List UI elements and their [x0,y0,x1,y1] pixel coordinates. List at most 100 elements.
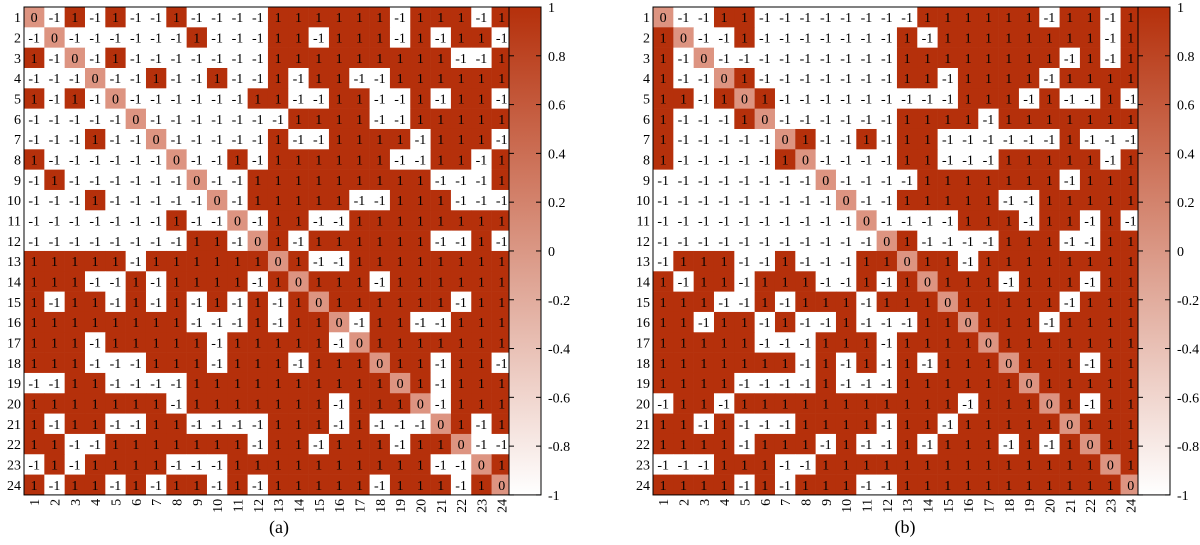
cell-value-label: 1 [498,296,505,311]
heatmap-cell [44,230,65,252]
heatmap-cell [1079,47,1101,69]
cell-value-label: 1 [458,316,465,331]
heatmap-cell [653,88,674,109]
heatmap-cell [754,230,776,252]
heatmap-cell [24,47,45,69]
cell-value-label: 1 [295,113,302,128]
cell-value-label: 1 [904,275,911,290]
heatmap-cell [166,250,187,272]
heatmap-cell [896,230,918,252]
heatmap-cell [247,128,269,150]
heatmap-cell [774,250,796,272]
cell-value-label: 1 [498,153,505,168]
cell-value-label: 0 [275,255,282,270]
cell-value-label: -1 [130,377,142,392]
cell-value-label: -1 [110,357,122,372]
cell-value-label: 1 [1127,235,1134,250]
heatmap-cell [471,372,492,394]
cell-value-label: -1 [861,235,873,250]
heatmap-cell [125,352,147,374]
cell-value-label: 1 [92,133,99,148]
heatmap-cell [917,169,938,191]
cell-value-label: 1 [254,397,261,412]
cell-value-label: -1 [435,316,447,331]
cell-value-label: -1 [150,174,162,189]
heatmap-cell [673,210,694,231]
cell-value-label: -1 [28,235,40,250]
cell-value-label: -1 [840,214,852,229]
cell-value-label: -1 [840,11,852,26]
cell-value-label: 1 [1107,377,1114,392]
cell-value-label: 0 [1005,357,1012,372]
cell-value-label: 0 [1087,438,1094,453]
cell-value-label: -1 [252,133,264,148]
cell-value-label: 1 [1046,458,1053,473]
heatmap-cell [44,291,65,313]
heatmap-cell [145,27,167,48]
heatmap-cell [754,149,776,170]
cell-value-label: -1 [1023,194,1035,209]
cell-value-label: -1 [901,316,913,331]
heatmap-cell [1100,67,1121,89]
cell-value-label: 1 [417,214,424,229]
cell-value-label: 1 [356,255,363,270]
heatmap-cell [125,311,147,333]
heatmap-cell [24,433,45,455]
cell-value-label: 0 [883,235,890,250]
cell-value-label: 1 [234,336,241,351]
cell-value-label: 1 [1066,458,1073,473]
cell-value-label: 1 [275,438,282,453]
cell-value-label: 1 [92,316,99,331]
heatmap-cell [308,332,330,353]
cell-value-label: 1 [1066,255,1073,270]
heatmap-cell [166,169,187,191]
heatmap-cell [653,230,674,252]
heatmap-cell [206,210,228,231]
heatmap-cell [1120,149,1142,170]
cell-value-label: 1 [802,296,809,311]
cell-value-label: -1 [496,92,508,107]
heatmap-cell [247,291,269,313]
heatmap-cell [471,433,492,455]
cell-value-label: 1 [234,438,241,453]
cell-value-label: 1 [295,316,302,331]
cell-value-label: -1 [374,72,386,87]
cell-value-label: -1 [272,296,284,311]
cell-value-label: 1 [1107,296,1114,311]
cell-value-label: -1 [69,31,81,46]
cell-value-label: 0 [153,133,160,148]
heatmap-cell [308,27,330,48]
heatmap-cell [410,332,431,353]
heatmap-cell [349,332,370,353]
cell-value-label: -1 [130,11,142,26]
colorbar-tick-label: -1 [548,489,560,504]
heatmap-cell [349,311,370,333]
heatmap-cell [166,454,187,475]
cell-value-label: -1 [657,235,669,250]
cell-value-label: -1 [1023,133,1035,148]
heatmap-cell [206,372,228,394]
cell-value-label: 1 [132,397,139,412]
col-tick-label: 10 [840,499,855,513]
row-tick-label: 23 [7,458,21,473]
heatmap-cell [693,88,715,109]
heatmap-cell [754,271,776,292]
heatmap-cell [24,230,45,252]
heatmap-cell [1100,230,1121,252]
heatmap-cell [369,332,391,353]
cell-value-label: -1 [89,92,101,107]
cell-value-label: 1 [1026,357,1033,372]
cell-value-label: 1 [51,336,58,351]
cell-value-label: -1 [455,174,467,189]
cell-value-label: 1 [478,479,485,494]
heatmap-cell [227,189,248,211]
cell-value-label: 1 [944,113,951,128]
heatmap-cell [125,189,147,211]
heatmap-cell [450,311,472,333]
heatmap-cell [1039,250,1060,272]
cell-value-label: 1 [1066,113,1073,128]
heatmap-cell [1018,210,1040,231]
heatmap-cell [389,291,411,313]
cell-value-label: 1 [315,52,322,67]
cell-value-label: -1 [779,336,791,351]
